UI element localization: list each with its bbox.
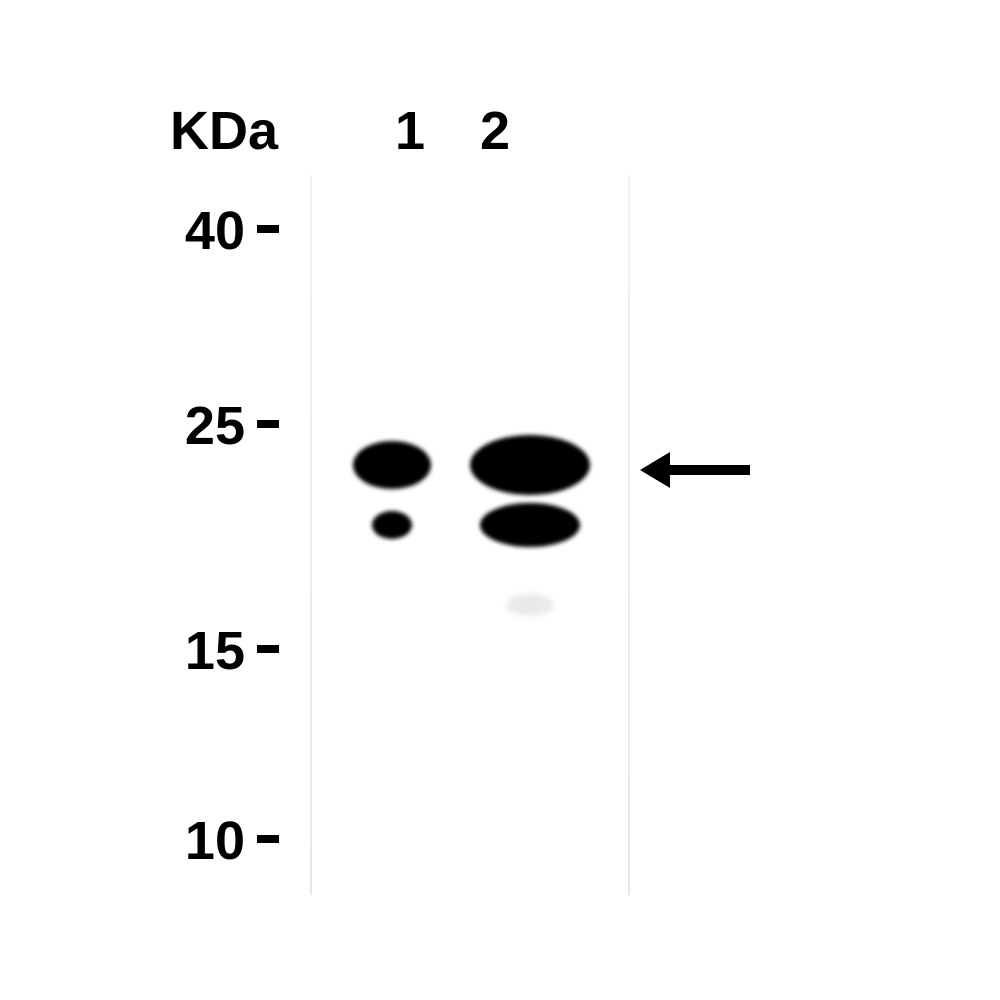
membrane-left-edge [310, 175, 312, 895]
membrane-right-edge [628, 175, 630, 895]
marker-15-tick [257, 645, 279, 653]
arrow-head-icon [640, 452, 670, 488]
blot-membrane [310, 175, 630, 895]
marker-40-tick [257, 225, 279, 233]
lane2-band-lower [480, 503, 580, 547]
western-blot-figure: KDa 1 2 40 25 15 10 [0, 0, 1000, 1000]
lane-2-label: 2 [480, 100, 510, 162]
marker-10-tick [257, 835, 279, 843]
marker-40-label: 40 [155, 200, 245, 262]
lane2-band-main [470, 435, 590, 495]
lane-1-label: 1 [395, 100, 425, 162]
indicator-arrow [640, 452, 750, 488]
lane1-band-main [353, 441, 431, 489]
lane2-band-faint [506, 594, 554, 616]
marker-10-label: 10 [155, 810, 245, 872]
marker-25-label: 25 [155, 395, 245, 457]
unit-label: KDa [170, 100, 278, 162]
lane1-band-lower [372, 511, 412, 539]
marker-25-tick [257, 420, 279, 428]
arrow-shaft [670, 465, 750, 475]
marker-15-label: 15 [155, 620, 245, 682]
